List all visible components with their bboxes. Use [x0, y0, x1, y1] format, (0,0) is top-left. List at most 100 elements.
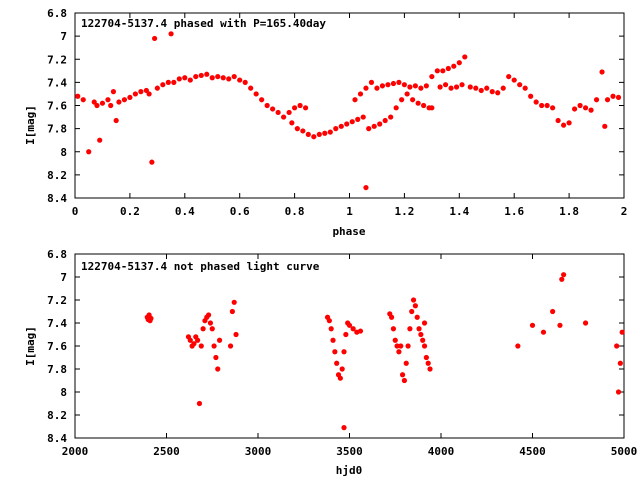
phased-ytick-label: 7	[60, 30, 67, 43]
unphased-ylabel: I[mag]	[24, 326, 37, 366]
phased-ytick-label: 8.2	[47, 169, 67, 182]
unphased-data-point	[561, 272, 567, 278]
phased-data-point	[544, 102, 550, 109]
phased-data-point	[171, 79, 177, 85]
phased-data-point	[105, 97, 111, 103]
phased-data-point	[355, 116, 361, 122]
phased-data-point	[220, 75, 226, 81]
phased-data-point	[253, 91, 259, 97]
unphased-data-point	[414, 314, 420, 320]
phased-xtick-label: 2	[621, 205, 628, 218]
unphased-data-point	[330, 337, 336, 343]
unphased-data-point	[357, 328, 364, 334]
unphased-data-point	[328, 326, 334, 332]
phased-xtick-label: 0.6	[230, 205, 250, 218]
phased-xtick-label: 1	[346, 205, 353, 218]
phased-xtick-label: 1.6	[504, 205, 524, 218]
phased-data-point	[415, 100, 421, 106]
phased-data-point	[198, 72, 204, 79]
phased-ytick-label: 8	[60, 146, 67, 159]
phased-data-point	[371, 123, 377, 129]
phased-data-point	[374, 85, 380, 91]
unphased-data-point	[211, 343, 217, 349]
unphased-data-point	[398, 343, 404, 349]
phased-data-point	[440, 68, 446, 74]
phased-data-point	[363, 85, 369, 91]
phased-data-point	[305, 131, 311, 138]
phased-data-point	[146, 91, 152, 97]
phased-data-point	[610, 93, 616, 99]
unphased-data-point	[195, 337, 201, 343]
phased-data-point	[500, 85, 506, 91]
unphased-data-point	[425, 360, 431, 366]
phased-data-point	[270, 106, 276, 112]
unphased-data-point	[615, 389, 622, 395]
phased-data-point	[297, 102, 303, 109]
unphased-data-point	[582, 320, 589, 326]
phased-data-point	[322, 130, 328, 136]
unphased-data-point	[216, 337, 223, 343]
unphased-data-point	[416, 326, 422, 332]
phased-data-point	[462, 54, 468, 60]
unphased-data-point	[390, 326, 397, 332]
phased-data-point	[275, 109, 281, 116]
phased-data-point	[242, 79, 248, 85]
phased-data-point	[421, 102, 427, 109]
phased-data-point	[533, 99, 539, 105]
phased-data-point	[434, 68, 440, 74]
phased-data-point	[292, 105, 298, 111]
unphased-ytick-label: 8	[60, 386, 67, 399]
phased-data-point	[91, 99, 97, 105]
phased-data-point	[453, 84, 460, 90]
unphased-plot: I[mag] hjd0 122704-5137.4 not phased lig…	[24, 248, 637, 477]
phased-data-point	[588, 107, 594, 113]
unphased-ytick-label: 7.8	[47, 363, 67, 376]
unphased-data-point	[392, 337, 398, 343]
phased-data-point	[484, 85, 490, 91]
phased-data-point	[404, 91, 410, 97]
phased-xtick-label: 0	[72, 205, 79, 218]
phased-data-point	[368, 79, 375, 85]
phased-data-point	[366, 126, 372, 132]
unphased-data-point	[388, 314, 395, 320]
phased-xtick-label: 1.4	[449, 205, 469, 218]
unphased-data-point	[350, 326, 356, 332]
phased-ytick-label: 6.8	[47, 7, 67, 20]
unphased-data-point	[394, 343, 400, 349]
phased-data-point	[539, 102, 545, 109]
unphased-data-point	[405, 343, 411, 349]
phased-xtick-label: 0.4	[175, 205, 195, 218]
phased-data-point	[259, 97, 265, 103]
phased-data-point	[344, 121, 350, 127]
phased-data-point	[165, 79, 171, 85]
unphased-data-point	[209, 326, 215, 332]
unphased-data-point	[191, 341, 197, 347]
phased-data-point	[445, 65, 451, 72]
phased-data-point	[75, 93, 81, 99]
phased-data-point	[379, 83, 386, 89]
unphased-data-point	[200, 326, 206, 332]
unphased-xtick-label: 2000	[62, 445, 89, 458]
phased-data-point	[593, 97, 600, 103]
unphased-ytick-label: 6.8	[47, 248, 67, 261]
phased-data-point	[152, 35, 158, 42]
phased-data-point	[349, 119, 355, 125]
unphased-data-point	[427, 366, 433, 372]
unphased-data-point	[614, 343, 620, 349]
unphased-ytick-label: 7.4	[47, 317, 67, 330]
phased-data-point	[86, 149, 92, 155]
phased-data-point	[108, 102, 114, 109]
phased-data-point	[204, 71, 210, 77]
phased-data-point	[248, 85, 254, 91]
phased-ytick-label: 7.8	[47, 123, 67, 136]
phased-data-point	[231, 73, 237, 80]
phased-data-point	[80, 97, 86, 103]
phased-xtick-label: 1.2	[394, 205, 414, 218]
phased-data-point	[599, 69, 605, 75]
phased-data-point	[478, 87, 484, 94]
unphased-data-point	[196, 400, 203, 407]
unphased-data-point	[529, 322, 536, 328]
phased-data-point	[215, 73, 221, 80]
phased-data-point	[209, 75, 215, 81]
unphased-data-point	[187, 337, 193, 343]
